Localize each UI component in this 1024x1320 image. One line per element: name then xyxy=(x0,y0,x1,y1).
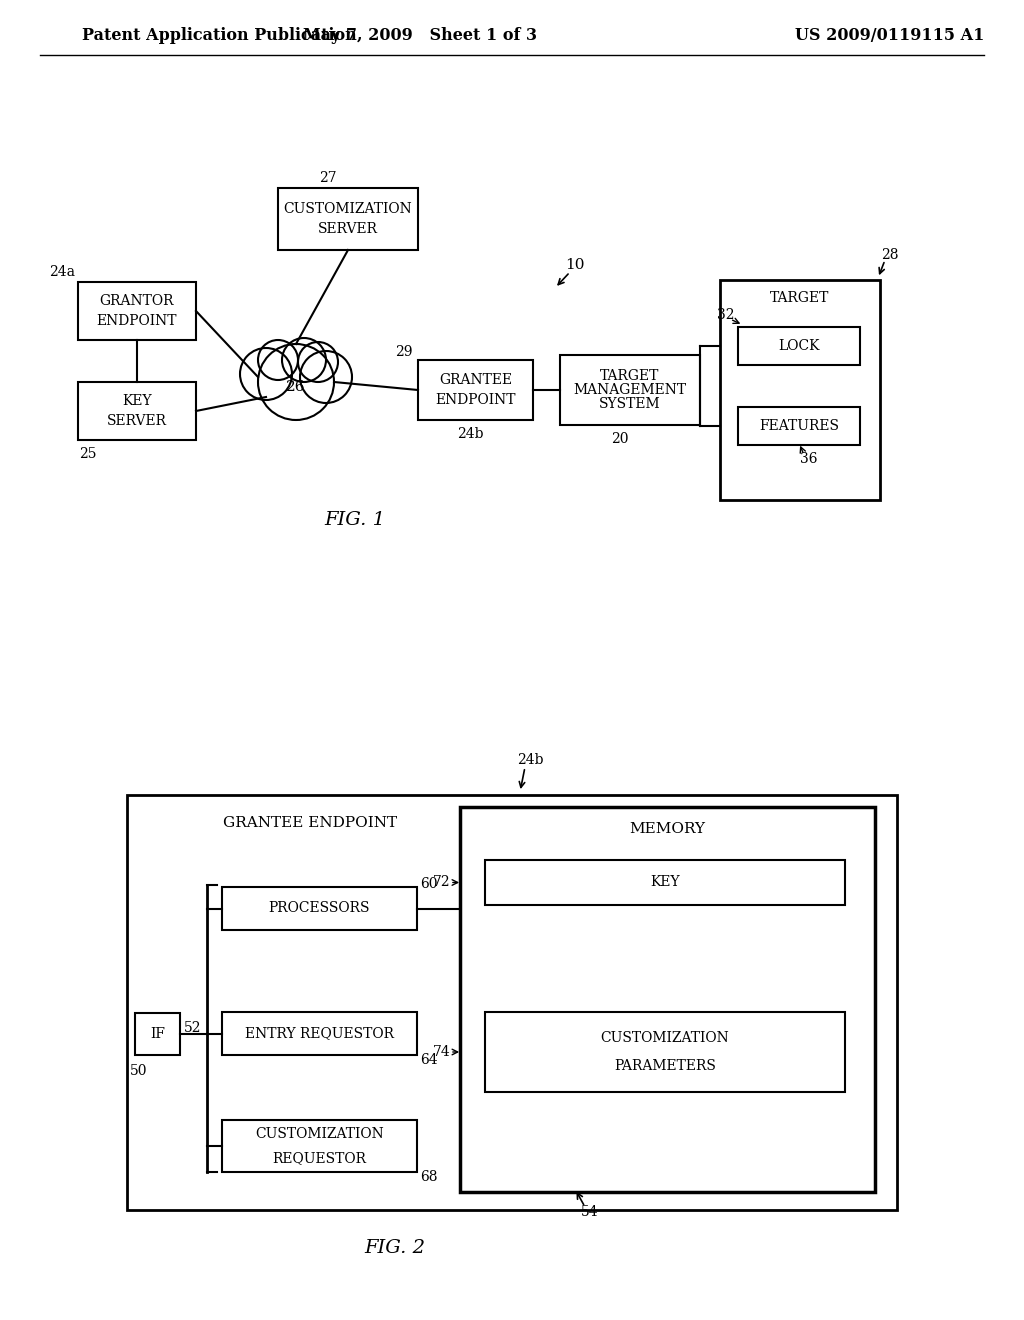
Text: GRANTEE ENDPOINT: GRANTEE ENDPOINT xyxy=(223,816,397,830)
Bar xyxy=(78,381,196,440)
Circle shape xyxy=(240,348,292,400)
Text: LOCK: LOCK xyxy=(778,339,820,352)
Bar xyxy=(135,1012,180,1055)
Text: Patent Application Publication: Patent Application Publication xyxy=(82,26,356,44)
Text: 20: 20 xyxy=(611,432,629,446)
Bar xyxy=(127,795,897,1210)
Text: PARAMETERS: PARAMETERS xyxy=(614,1059,716,1073)
Text: SERVER: SERVER xyxy=(318,222,378,236)
Bar xyxy=(222,1012,417,1055)
Text: 10: 10 xyxy=(565,257,585,272)
Text: KEY: KEY xyxy=(122,393,152,408)
Bar xyxy=(485,861,845,906)
Text: 72: 72 xyxy=(433,875,451,890)
Bar xyxy=(460,807,874,1192)
Bar xyxy=(560,355,700,425)
Text: 24a: 24a xyxy=(49,265,75,279)
Text: MANAGEMENT: MANAGEMENT xyxy=(573,383,686,397)
Text: 26: 26 xyxy=(287,380,306,393)
Text: GRANTOR: GRANTOR xyxy=(99,294,174,308)
Text: 32: 32 xyxy=(717,308,735,322)
Bar xyxy=(418,360,534,420)
Text: 28: 28 xyxy=(882,248,899,261)
Text: 24b: 24b xyxy=(517,752,544,767)
Text: 74: 74 xyxy=(433,1045,451,1059)
Text: TARGET: TARGET xyxy=(770,290,829,305)
Bar xyxy=(485,1012,845,1092)
Circle shape xyxy=(258,345,334,420)
Text: 36: 36 xyxy=(800,451,818,466)
Text: REQUESTOR: REQUESTOR xyxy=(272,1151,367,1166)
Text: FIG. 1: FIG. 1 xyxy=(325,511,385,529)
Text: CUSTOMIZATION: CUSTOMIZATION xyxy=(601,1031,729,1045)
Circle shape xyxy=(298,342,338,381)
Bar xyxy=(738,327,860,366)
Bar xyxy=(738,407,860,445)
Text: SERVER: SERVER xyxy=(106,414,167,428)
Text: ENDPOINT: ENDPOINT xyxy=(435,393,516,407)
Text: ENTRY REQUESTOR: ENTRY REQUESTOR xyxy=(245,1027,394,1040)
Text: 29: 29 xyxy=(395,345,413,359)
Text: KEY: KEY xyxy=(650,875,680,890)
Text: MEMORY: MEMORY xyxy=(630,822,706,836)
Text: ENDPOINT: ENDPOINT xyxy=(96,314,177,327)
Text: GRANTEE: GRANTEE xyxy=(439,374,512,387)
Text: 52: 52 xyxy=(184,1022,202,1035)
Text: 64: 64 xyxy=(420,1053,438,1067)
Text: 27: 27 xyxy=(319,172,337,185)
Circle shape xyxy=(282,338,326,381)
Text: TARGET: TARGET xyxy=(600,370,659,383)
Circle shape xyxy=(258,341,298,380)
Text: FEATURES: FEATURES xyxy=(759,418,839,433)
Bar xyxy=(278,187,418,249)
Text: 25: 25 xyxy=(79,447,96,461)
Text: SYSTEM: SYSTEM xyxy=(599,397,660,411)
Text: 60: 60 xyxy=(420,876,437,891)
Text: 54: 54 xyxy=(582,1205,599,1218)
Text: FIG. 2: FIG. 2 xyxy=(365,1239,426,1257)
Bar xyxy=(222,1119,417,1172)
Text: CUSTOMIZATION: CUSTOMIZATION xyxy=(255,1127,384,1140)
Text: CUSTOMIZATION: CUSTOMIZATION xyxy=(284,202,413,216)
Bar xyxy=(222,887,417,931)
Text: IF: IF xyxy=(150,1027,165,1041)
Circle shape xyxy=(300,351,352,403)
Text: 50: 50 xyxy=(130,1064,147,1078)
Text: US 2009/0119115 A1: US 2009/0119115 A1 xyxy=(796,26,985,44)
Bar xyxy=(720,280,880,500)
Text: 24b: 24b xyxy=(458,426,483,441)
Bar xyxy=(78,282,196,341)
Text: 68: 68 xyxy=(420,1170,437,1184)
Text: May 7, 2009   Sheet 1 of 3: May 7, 2009 Sheet 1 of 3 xyxy=(303,26,537,44)
Text: PROCESSORS: PROCESSORS xyxy=(268,902,371,916)
